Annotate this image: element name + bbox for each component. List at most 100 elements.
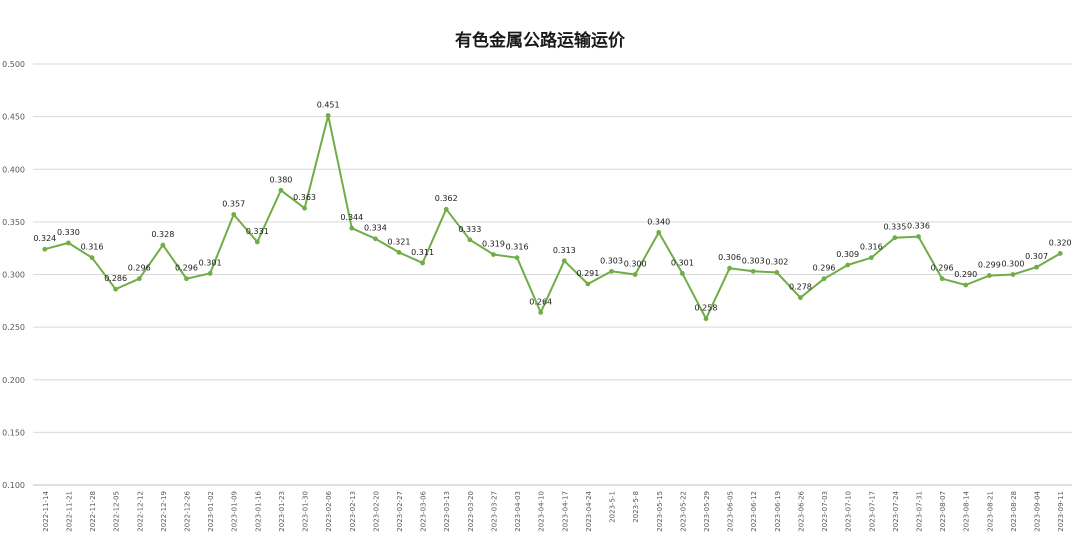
- data-point: [207, 271, 213, 276]
- x-tick-label: 2023-05-22: [679, 491, 687, 532]
- x-tick-label: 2023-08-21: [986, 491, 994, 532]
- y-tick-label: 0.500: [2, 60, 25, 69]
- series-line: [44, 114, 1061, 320]
- data-point: [727, 265, 733, 271]
- data-point: [420, 260, 426, 266]
- data-point: [66, 240, 71, 246]
- data-point: [868, 255, 874, 261]
- data-point: [1034, 264, 1039, 270]
- data-point: [986, 273, 992, 278]
- data-label: 0.301: [671, 258, 694, 267]
- data-label: 0.324: [33, 234, 56, 243]
- y-tick-label: 0.200: [2, 376, 25, 385]
- x-tick-label: 2022-11-21: [65, 491, 73, 532]
- data-point: [585, 281, 591, 287]
- data-label: 0.335: [883, 223, 906, 232]
- data-point: [372, 236, 378, 242]
- x-tick-label: 2023-01-30: [302, 491, 310, 532]
- data-label: 0.319: [482, 240, 505, 249]
- x-tick-label: 2023-04-10: [538, 491, 546, 532]
- x-tick-label: 2023-06-26: [797, 490, 805, 531]
- data-label: 0.303: [600, 256, 623, 265]
- data-label: 0.344: [340, 213, 363, 222]
- x-tick-label: 2023-05-29: [703, 491, 711, 532]
- data-label: 0.307: [1025, 252, 1048, 261]
- data-label: 0.328: [151, 230, 174, 239]
- data-label: 0.316: [860, 243, 883, 252]
- data-label: 0.296: [931, 264, 954, 273]
- data-point: [703, 316, 709, 322]
- data-label: 0.363: [293, 193, 316, 202]
- data-point: [892, 235, 898, 241]
- data-point: [679, 271, 685, 276]
- x-tick-label: 2023-02-06: [325, 490, 333, 531]
- y-tick-label: 0.450: [2, 113, 25, 122]
- data-point: [396, 249, 402, 255]
- x-tick-label: 2023-08-07: [939, 491, 947, 532]
- x-tick-label: 2023-02-27: [396, 491, 404, 532]
- data-point: [632, 272, 638, 277]
- data-label: 0.313: [553, 246, 576, 255]
- data-label: 0.290: [954, 270, 977, 279]
- chart-title: 有色金属公路运输运价: [455, 31, 625, 51]
- y-tick-label: 0.300: [2, 271, 25, 280]
- x-tick-label: 2023-09-04: [1034, 490, 1042, 531]
- data-label: 0.300: [624, 260, 647, 269]
- data-label: 0.299: [978, 261, 1001, 270]
- data-point: [443, 206, 449, 212]
- data-label: 0.296: [813, 264, 836, 273]
- data-label: 0.320: [1049, 238, 1072, 247]
- data-label: 0.340: [647, 217, 670, 226]
- data-label: 0.303: [742, 256, 765, 265]
- data-label: 0.291: [576, 269, 599, 278]
- data-point: [42, 246, 48, 252]
- data-label: 0.336: [907, 222, 930, 231]
- data-label: 0.278: [789, 283, 812, 292]
- x-tick-label: 2023-04-24: [585, 490, 593, 531]
- x-tick-label: 2023-5-1: [609, 491, 617, 523]
- x-tick-label: 2023-06-19: [774, 491, 782, 532]
- data-label: 0.316: [506, 243, 529, 252]
- data-label: 0.296: [128, 264, 151, 273]
- x-tick-label: 2023-07-10: [845, 491, 853, 532]
- data-label: 0.300: [1002, 260, 1025, 269]
- data-point: [231, 212, 237, 217]
- data-point: [491, 252, 496, 257]
- data-point: [113, 286, 119, 292]
- x-tick-label: 2023-07-03: [821, 491, 829, 532]
- x-tick-label: 2023-04-17: [561, 491, 569, 532]
- data-point: [467, 237, 473, 243]
- x-tick-label: 2023-5-8: [632, 491, 640, 523]
- x-tick-label: 2023-07-17: [868, 491, 876, 532]
- x-tick-label: 2023-08-14: [963, 490, 971, 531]
- data-point: [821, 276, 827, 282]
- x-tick-label: 2023-01-16: [254, 490, 262, 531]
- x-tick-label: 2023-03-06: [420, 490, 428, 531]
- x-tick-label: 2023-07-24: [892, 490, 900, 531]
- data-point: [302, 205, 307, 211]
- x-tick-label: 2023-01-02: [207, 491, 215, 532]
- y-tick-label: 0.250: [2, 323, 25, 332]
- data-point: [845, 262, 851, 268]
- data-point: [325, 113, 331, 118]
- x-tick-label: 2023-08-28: [1010, 491, 1018, 532]
- x-tick-label: 2022-12-12: [136, 491, 144, 532]
- y-tick-label: 0.400: [2, 165, 25, 174]
- data-label: 0.309: [836, 250, 859, 259]
- data-label: 0.334: [364, 224, 387, 233]
- data-label: 0.331: [246, 227, 269, 236]
- data-point: [1010, 272, 1016, 277]
- data-label: 0.316: [81, 243, 104, 252]
- data-point: [798, 295, 803, 301]
- x-tick-label: 2023-01-23: [278, 491, 286, 532]
- x-tick-label: 2023-03-27: [490, 491, 498, 532]
- x-tick-label: 2023-06-12: [750, 491, 758, 532]
- y-tick-label: 0.100: [2, 481, 25, 490]
- data-point: [136, 276, 142, 282]
- data-label: 0.451: [317, 101, 340, 110]
- x-tick-label: 2023-06-05: [727, 491, 735, 532]
- data-label: 0.357: [222, 200, 245, 209]
- data-point: [538, 309, 544, 315]
- x-tick-label: 2023-02-13: [349, 491, 357, 532]
